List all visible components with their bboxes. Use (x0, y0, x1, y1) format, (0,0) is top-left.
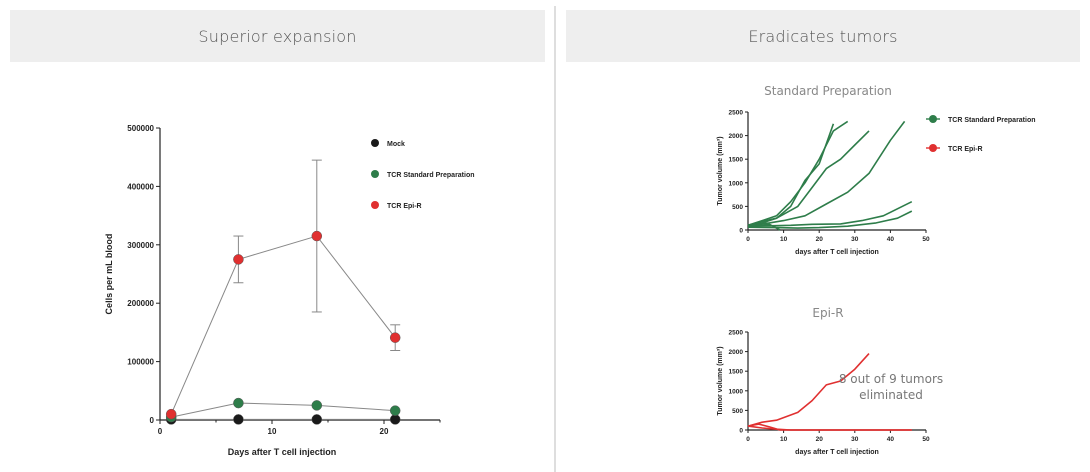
data-point (165, 408, 177, 420)
y-axis-label: Tumor volume (mm³) (717, 136, 724, 205)
data-point (389, 405, 401, 416)
y-tick-label: 200000 (127, 299, 154, 308)
tumor-curve (747, 123, 835, 227)
tumor-curve (747, 223, 781, 231)
x-tick-label: 40 (887, 436, 895, 443)
data-point (233, 397, 244, 409)
y-tick-label: 2500 (729, 330, 744, 337)
y-tick-label: 500 (732, 204, 743, 211)
chart-title: Standard Preparation (764, 84, 892, 98)
x-axis-label: days after T cell injection (795, 249, 879, 256)
legend-marker (929, 115, 937, 123)
legend-marker (371, 139, 379, 147)
x-tick-label: 10 (268, 427, 277, 436)
data-point (233, 414, 244, 425)
y-tick-label: 2000 (729, 133, 744, 140)
x-tick-label: 20 (380, 427, 389, 436)
data-point (389, 414, 401, 425)
data-point (311, 400, 323, 411)
chart-title: Epi-R (812, 306, 843, 320)
data-point (233, 254, 244, 265)
x-tick-label: 10 (780, 236, 788, 243)
series-line (171, 402, 396, 418)
tumor-curve (747, 130, 870, 227)
x-tick-label: 30 (851, 436, 859, 443)
y-axis-label: Cells per mL blood (104, 234, 114, 315)
legend-label: TCR Standard Preparation (948, 117, 1036, 124)
x-tick-label: 0 (746, 236, 750, 243)
epi-r-chart: Epi-R 0 500 1000 1500 2000 2500 0 10 20 30 40 50 days… (717, 306, 943, 456)
right-panel-title: Eradicates tumors (566, 10, 1080, 62)
legend-label: TCR Standard Preparation (387, 172, 475, 179)
y-tick-label: 400000 (127, 182, 154, 191)
tumor-curve (747, 210, 913, 229)
x-tick-label: 30 (851, 236, 859, 243)
y-tick-label: 0 (739, 428, 743, 435)
x-tick-label: 50 (922, 436, 930, 443)
tumor-curve (747, 120, 906, 227)
y-tick-label: 1000 (729, 180, 744, 187)
x-tick-label: 50 (922, 236, 930, 243)
y-tick-label: 100000 (127, 358, 154, 367)
legend-marker (371, 201, 379, 209)
legend-marker (929, 144, 937, 152)
y-tick-label: 2500 (729, 110, 744, 117)
y-tick-label: 2000 (729, 349, 744, 356)
x-tick-label: 40 (887, 236, 895, 243)
legend-label: TCR Epi-R (948, 146, 983, 153)
tumor-curve (747, 120, 849, 227)
x-tick-label: 0 (158, 427, 163, 436)
panel-divider (554, 6, 556, 472)
data-point (311, 230, 323, 242)
y-tick-label: 500000 (127, 124, 154, 133)
y-tick-label: 0 (739, 228, 743, 235)
y-axis-label: Tumor volume (mm³) (717, 346, 724, 415)
x-tick-label: 10 (780, 436, 788, 443)
y-tick-label: 300000 (127, 241, 154, 250)
x-tick-label: 20 (816, 436, 824, 443)
data-point (389, 332, 401, 343)
legend-label: Mock (387, 141, 405, 148)
x-axis-label: Days after T cell injection (228, 447, 337, 457)
legend-label: TCR Epi-R (387, 203, 422, 210)
x-axis-label: days after T cell injection (795, 449, 879, 456)
y-tick-label: 1500 (729, 157, 744, 164)
tumor-curve (747, 425, 912, 431)
tumor-curve (747, 353, 870, 427)
legend-marker (371, 170, 379, 178)
left-panel-title: Superior expansion (10, 10, 545, 62)
y-tick-label: 1000 (729, 388, 744, 395)
data-point (311, 414, 323, 425)
x-tick-label: 20 (816, 236, 824, 243)
annotation-line-1: 8 out of 9 tumors (839, 372, 943, 386)
y-tick-label: 1500 (729, 369, 744, 376)
y-tick-label: 500 (732, 408, 743, 415)
y-tick-label: 0 (150, 416, 155, 425)
x-tick-label: 0 (746, 436, 750, 443)
series-line (170, 235, 396, 415)
standard-preparation-chart: Standard Preparation05001000150020002500… (717, 84, 1036, 256)
expansion-chart: 0 100000 200000 300000 400000 500000 0 10 20 Days… (104, 124, 475, 457)
annotation-line-2: eliminated (859, 388, 923, 402)
